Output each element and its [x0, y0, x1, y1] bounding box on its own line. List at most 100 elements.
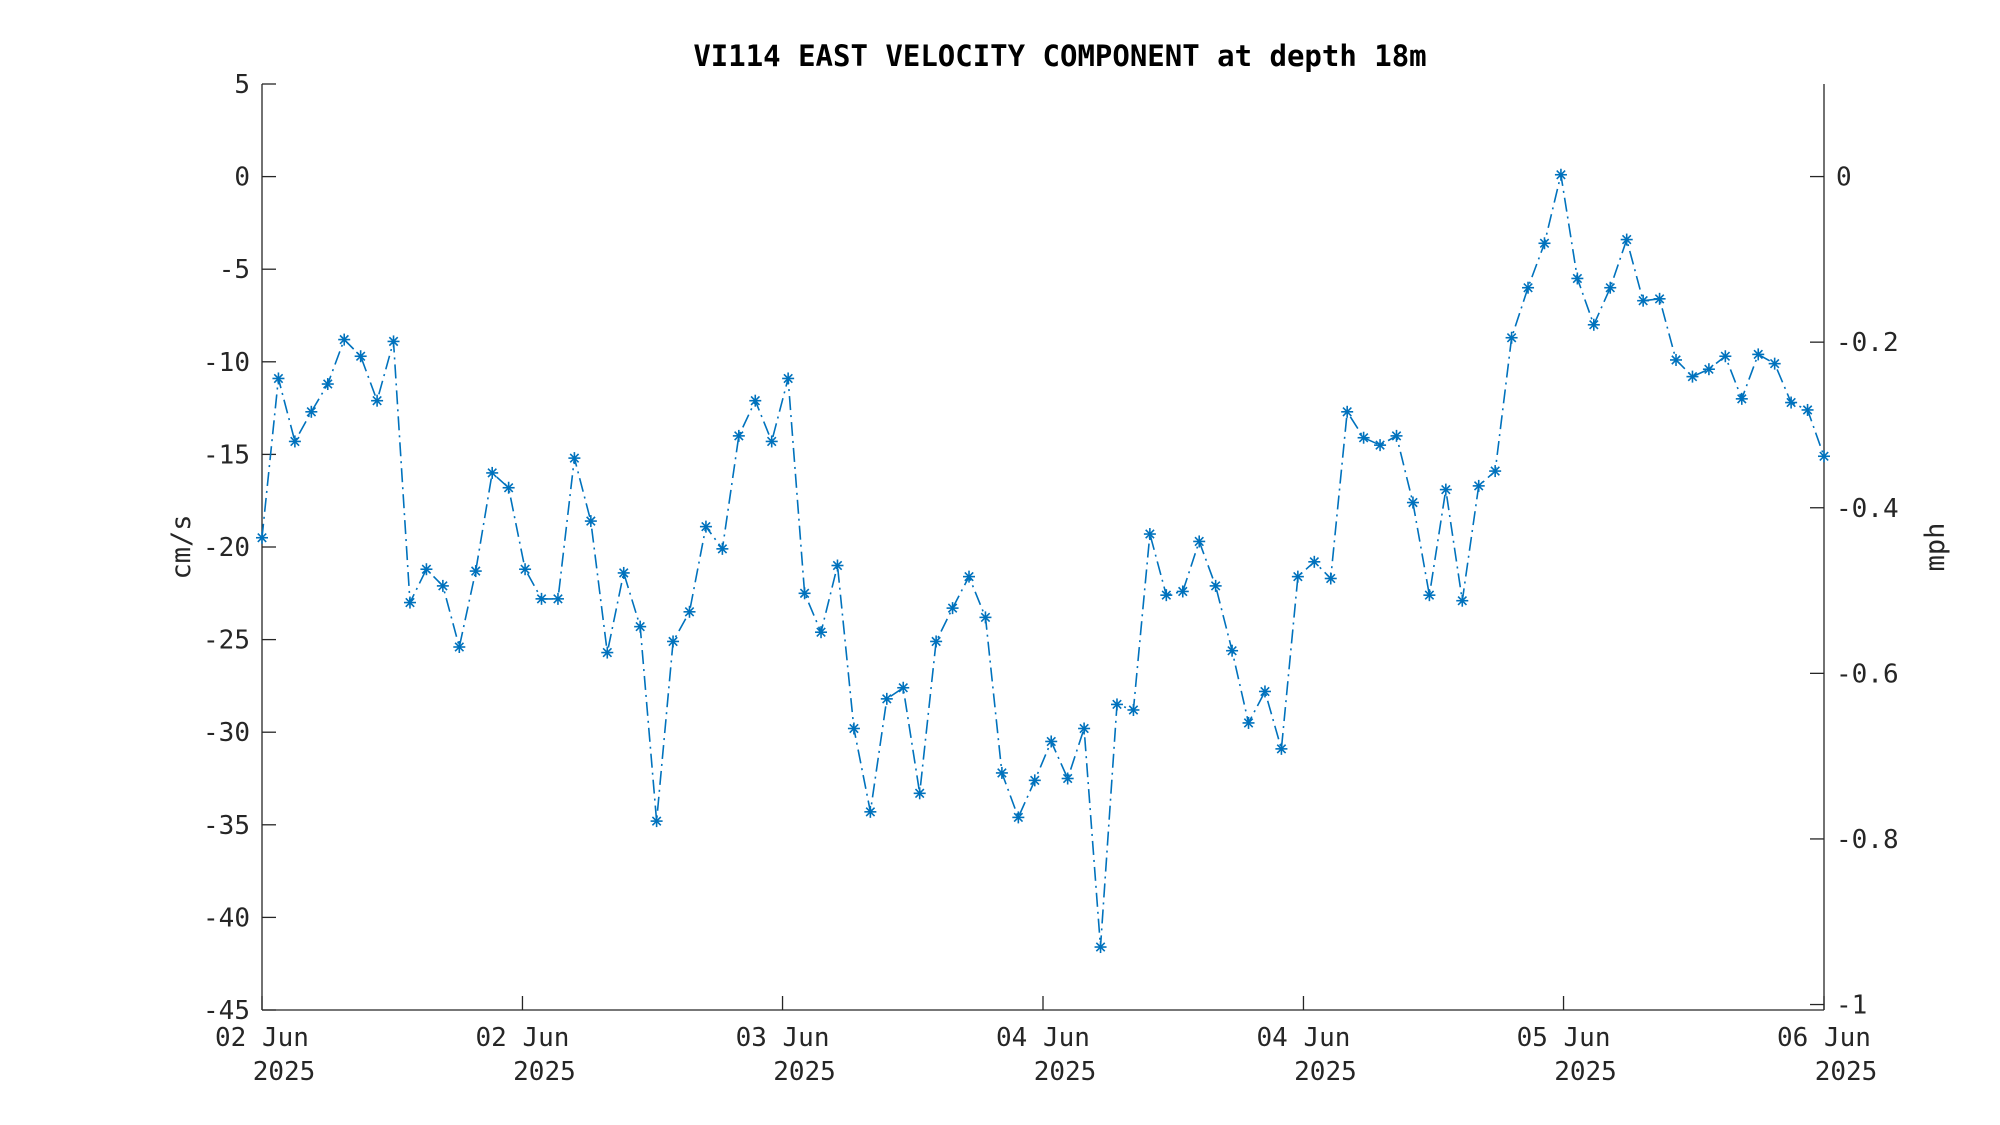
y2-tick-label: 0 — [1836, 163, 1852, 193]
y-tick-label: -5 — [219, 255, 250, 285]
data-point — [1110, 698, 1123, 711]
x-tick-year: 2025 — [253, 1057, 316, 1087]
x-tick-label: 06 Jun — [1777, 1023, 1871, 1053]
data-point — [584, 515, 597, 528]
data-point — [436, 579, 449, 592]
x-tick-label: 02 Jun — [215, 1023, 309, 1053]
series-markers — [256, 168, 1830, 954]
data-point — [1604, 281, 1617, 294]
x-tick-year: 2025 — [1034, 1057, 1097, 1087]
data-point — [1571, 272, 1584, 285]
data-point — [1719, 350, 1732, 363]
y-tick-label: -25 — [203, 626, 250, 656]
data-point — [1160, 589, 1173, 602]
data-point — [371, 394, 384, 407]
data-point — [1291, 570, 1304, 583]
data-point — [568, 452, 581, 465]
data-point — [1390, 429, 1403, 442]
data-point — [667, 635, 680, 648]
data-point — [913, 787, 926, 800]
data-point — [519, 563, 532, 576]
data-point — [864, 805, 877, 818]
y2-tick-label: -0.4 — [1836, 494, 1899, 524]
data-point — [815, 626, 828, 639]
data-point — [1324, 572, 1337, 585]
data-point — [1127, 703, 1140, 716]
y-axis-label: cm/s — [166, 514, 197, 579]
data-point — [749, 394, 762, 407]
data-point — [1752, 348, 1765, 361]
y-tick-label: -30 — [203, 718, 250, 748]
data-point — [1637, 294, 1650, 307]
x-tick-label: 05 Jun — [1517, 1023, 1611, 1053]
data-point — [1226, 644, 1239, 657]
data-point — [1538, 237, 1551, 250]
data-point — [1702, 363, 1715, 376]
y2-tick-label: -0.8 — [1836, 825, 1899, 855]
data-point — [716, 542, 729, 555]
data-point — [453, 641, 466, 654]
data-point — [1193, 535, 1206, 548]
data-point — [601, 646, 614, 659]
data-point — [387, 335, 400, 348]
data-point — [650, 815, 663, 828]
data-point — [354, 350, 367, 363]
data-point — [1653, 292, 1666, 305]
data-point — [1258, 685, 1271, 698]
data-point — [1275, 742, 1288, 755]
data-point — [880, 692, 893, 705]
data-point — [1078, 722, 1091, 735]
data-point — [1357, 431, 1370, 444]
data-point — [1094, 941, 1107, 954]
data-point — [1587, 318, 1600, 331]
x-tick-year: 2025 — [1554, 1057, 1617, 1087]
data-point — [1308, 555, 1321, 568]
data-point — [1505, 331, 1518, 344]
data-point — [305, 405, 318, 418]
y-tick-label: -15 — [203, 440, 250, 470]
data-point — [1785, 396, 1798, 409]
y-tick-label: -35 — [203, 811, 250, 841]
x-tick-label: 04 Jun — [996, 1023, 1090, 1053]
data-point — [798, 587, 811, 600]
data-point — [617, 566, 630, 579]
data-point — [502, 481, 515, 494]
y-tick-label: 0 — [234, 163, 250, 193]
data-point — [1554, 168, 1567, 181]
data-point — [1472, 479, 1485, 492]
data-point — [1620, 233, 1633, 246]
data-point — [1522, 281, 1535, 294]
plot-axes — [261, 84, 1825, 1011]
data-point — [1012, 811, 1025, 824]
data-point — [995, 766, 1008, 779]
x-tick-year: 2025 — [1294, 1057, 1357, 1087]
data-point — [403, 596, 416, 609]
y2-tick-label: -1 — [1836, 991, 1867, 1021]
y2-tick-label: -0.2 — [1836, 328, 1899, 358]
data-point — [321, 378, 334, 391]
data-point — [1176, 585, 1189, 598]
data-point — [486, 466, 499, 479]
x-ticks: 02 Jun 2025 02 Jun 2025 03 Jun 2025 04 Jun 2025… — [215, 996, 1877, 1087]
data-point — [963, 570, 976, 583]
data-point — [930, 635, 943, 648]
y-tick-label: 5 — [234, 70, 250, 100]
x-tick-label: 02 Jun — [476, 1023, 570, 1053]
data-point — [535, 592, 548, 605]
data-point — [699, 520, 712, 533]
data-point — [420, 563, 433, 576]
chart-title: VI114 EAST VELOCITY COMPONENT at depth 1… — [693, 39, 1426, 73]
data-point — [683, 605, 696, 618]
data-point — [1209, 579, 1222, 592]
left-y-ticks: 5 0 -5 -10 -15 -20 -25 -30 -35 -40 -45 — [203, 70, 276, 1026]
data-point — [338, 333, 351, 346]
data-point — [1735, 392, 1748, 405]
data-point — [1341, 405, 1354, 418]
data-point — [979, 611, 992, 624]
series-line — [261, 174, 1825, 948]
data-point — [1423, 589, 1436, 602]
data-point — [1670, 353, 1683, 366]
data-point — [551, 592, 564, 605]
data-point — [946, 602, 959, 615]
right-y-ticks: 0 -0.2 -0.4 -0.6 -0.8 -1 — [1810, 163, 1899, 1021]
